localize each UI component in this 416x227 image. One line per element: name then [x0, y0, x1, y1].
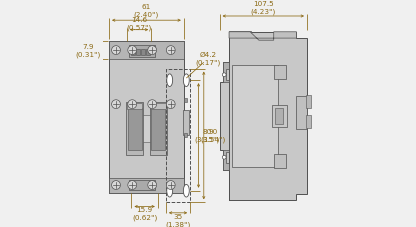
Bar: [109, 42, 184, 59]
Ellipse shape: [167, 74, 173, 87]
Circle shape: [148, 47, 157, 55]
Text: 61
(2.40"): 61 (2.40"): [134, 4, 159, 18]
Bar: [128, 108, 141, 150]
Text: 90
(3.54"): 90 (3.54"): [200, 129, 225, 143]
Circle shape: [111, 100, 120, 109]
Bar: [229, 32, 251, 37]
Bar: [126, 103, 143, 155]
Bar: [184, 133, 187, 137]
Bar: [275, 109, 283, 124]
Bar: [129, 46, 156, 58]
Bar: [143, 115, 150, 143]
Bar: [151, 104, 166, 109]
Bar: [146, 50, 150, 56]
Text: 15.9
(0.62"): 15.9 (0.62"): [132, 206, 157, 220]
Bar: [306, 116, 311, 128]
Text: Ø4.2
(0.17"): Ø4.2 (0.17"): [196, 52, 220, 66]
Circle shape: [148, 181, 157, 190]
Circle shape: [166, 100, 175, 109]
Bar: [232, 66, 277, 167]
Circle shape: [128, 47, 136, 55]
Bar: [272, 106, 287, 127]
Bar: [151, 108, 165, 150]
Text: 107.5
(4.23"): 107.5 (4.23"): [250, 0, 276, 15]
Circle shape: [222, 156, 226, 159]
Circle shape: [111, 47, 120, 55]
Polygon shape: [223, 63, 229, 83]
Circle shape: [111, 181, 120, 190]
Bar: [131, 50, 134, 56]
Polygon shape: [297, 96, 307, 130]
Ellipse shape: [167, 185, 173, 197]
Bar: [274, 65, 286, 80]
Circle shape: [128, 181, 136, 190]
Bar: [109, 42, 184, 193]
Circle shape: [166, 47, 175, 55]
Bar: [127, 104, 142, 109]
Bar: [129, 180, 156, 190]
Text: 35
(1.38"): 35 (1.38"): [166, 213, 191, 227]
Ellipse shape: [183, 185, 189, 197]
Bar: [306, 96, 311, 108]
Circle shape: [148, 100, 157, 109]
Polygon shape: [220, 33, 229, 200]
Circle shape: [222, 74, 226, 77]
Text: 7.9
(0.31"): 7.9 (0.31"): [76, 44, 101, 58]
Circle shape: [128, 100, 136, 109]
Polygon shape: [229, 33, 307, 200]
Text: 80
(3.15"): 80 (3.15"): [195, 129, 220, 143]
Bar: [150, 103, 167, 155]
Bar: [136, 50, 140, 56]
Bar: [183, 111, 188, 136]
Polygon shape: [229, 33, 297, 41]
Text: 14.6
(0.57"): 14.6 (0.57"): [126, 17, 152, 31]
Bar: [141, 50, 145, 56]
Polygon shape: [223, 150, 229, 170]
Bar: [109, 178, 184, 193]
Bar: [184, 98, 187, 102]
Bar: [166, 69, 190, 202]
Circle shape: [166, 181, 175, 190]
Bar: [274, 154, 286, 168]
Ellipse shape: [183, 74, 189, 87]
